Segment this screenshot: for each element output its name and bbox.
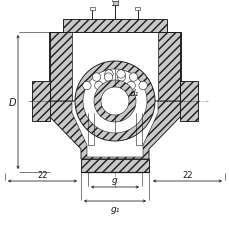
- Text: 22: 22: [37, 170, 48, 179]
- Bar: [112, 2, 117, 6]
- Bar: [72, 33, 157, 101]
- Circle shape: [101, 88, 128, 115]
- Circle shape: [129, 74, 137, 82]
- Text: g₁: g₁: [110, 204, 119, 213]
- Polygon shape: [32, 82, 50, 121]
- Text: D: D: [8, 98, 16, 108]
- Circle shape: [83, 70, 146, 134]
- Polygon shape: [179, 82, 197, 121]
- Bar: [135, 8, 140, 11]
- Circle shape: [104, 71, 113, 79]
- Circle shape: [75, 62, 154, 141]
- Text: g: g: [112, 176, 117, 185]
- Polygon shape: [49, 101, 180, 159]
- Text: 22: 22: [181, 170, 192, 179]
- Text: d₁: d₁: [129, 89, 139, 98]
- Polygon shape: [157, 33, 180, 101]
- Circle shape: [138, 82, 147, 90]
- Bar: [112, 0, 117, 2]
- Circle shape: [104, 74, 112, 82]
- Circle shape: [117, 74, 125, 82]
- Bar: [63, 20, 166, 33]
- Circle shape: [126, 82, 135, 90]
- Polygon shape: [72, 101, 157, 157]
- Circle shape: [94, 82, 103, 90]
- Circle shape: [92, 74, 100, 82]
- Circle shape: [116, 71, 125, 79]
- Bar: [81, 159, 148, 172]
- Circle shape: [94, 81, 135, 123]
- Circle shape: [82, 82, 91, 90]
- Polygon shape: [49, 33, 72, 101]
- Bar: [89, 8, 94, 11]
